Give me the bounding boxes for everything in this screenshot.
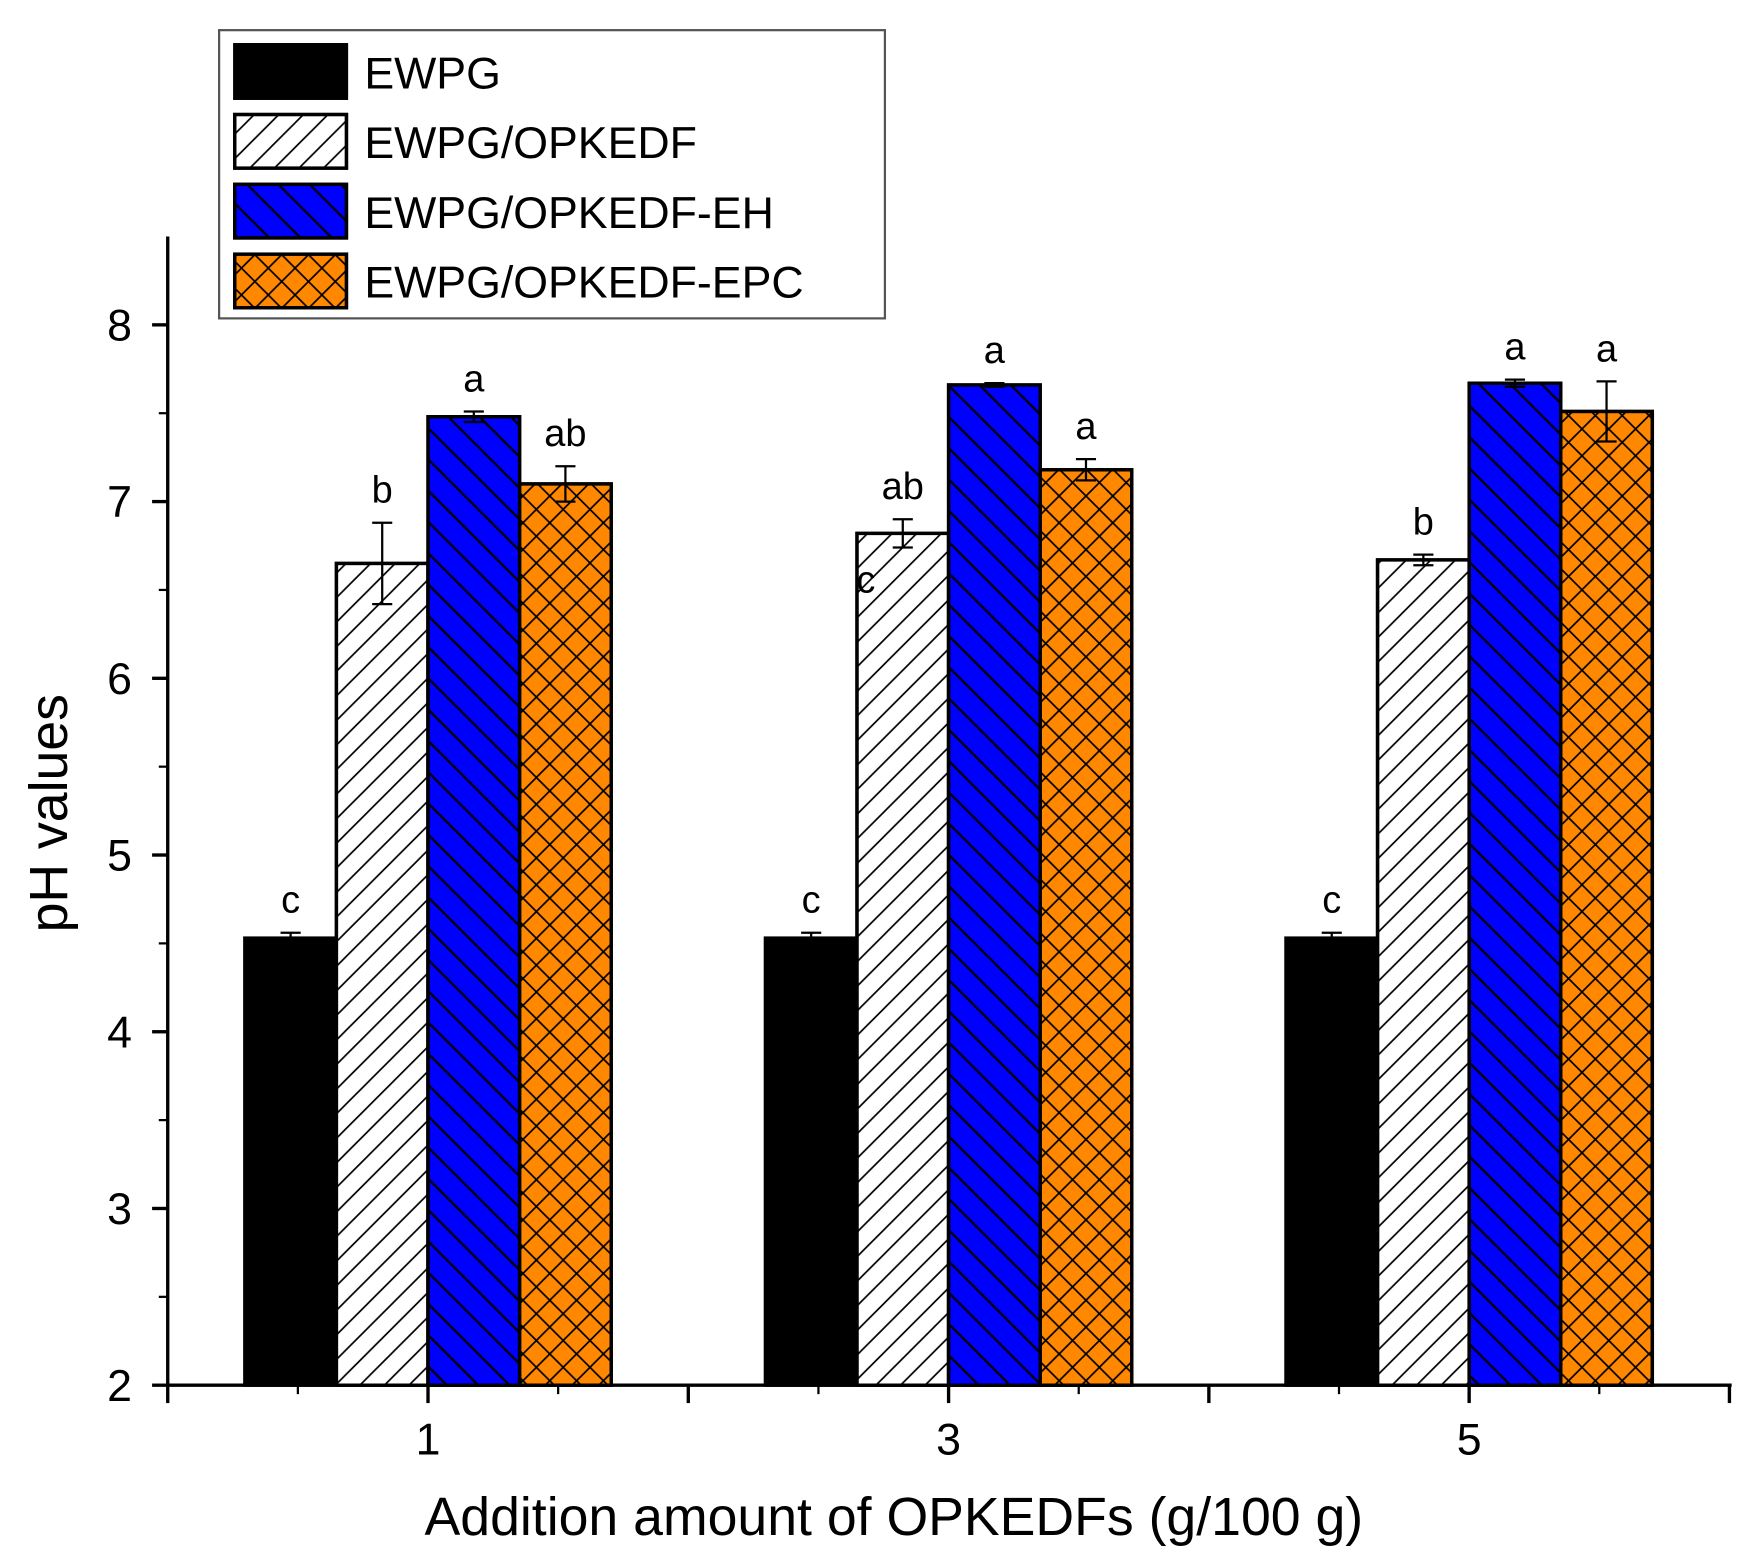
legend-label: EWPG/OPKEDF-EPC xyxy=(364,259,803,308)
x-axis-label: Addition amount of OPKEDFs (g/100 g) xyxy=(425,1487,1364,1547)
y-tick-label: 3 xyxy=(107,1185,132,1234)
significance-letter: a xyxy=(463,358,485,400)
bar-group-item: a xyxy=(1467,327,1563,1387)
significance-letter: c xyxy=(1322,880,1341,922)
y-tick-label: 4 xyxy=(107,1008,132,1057)
error-bar xyxy=(372,521,393,606)
legend-item: EWPG xyxy=(233,43,501,100)
bar-group-item: a xyxy=(1038,406,1134,1387)
y-tick-label: 7 xyxy=(107,478,132,527)
y-axis-label: pH values xyxy=(19,694,79,932)
legend-label: EWPG xyxy=(364,49,501,98)
significance-letter: a xyxy=(1596,328,1618,370)
x-tick-label: 5 xyxy=(1457,1415,1482,1464)
error-bar xyxy=(1321,931,1342,945)
bar-group-item: c xyxy=(243,880,339,1387)
error-bar xyxy=(1504,378,1526,388)
error-bar xyxy=(984,382,1005,388)
bar-pattern xyxy=(1467,381,1563,1387)
bar-group-item: ab xyxy=(855,466,951,1387)
bar xyxy=(763,936,859,1387)
bar-group-item: a xyxy=(1559,328,1655,1387)
x-tick-label: 3 xyxy=(936,1415,961,1464)
significance-letter: ab xyxy=(544,413,586,455)
error-bar xyxy=(1075,458,1097,482)
significance-letter: c xyxy=(802,880,821,922)
error-bar xyxy=(892,518,913,549)
legend-item: EWPG/OPKEDF-EPC xyxy=(233,252,804,310)
legend-item: EWPG/OPKEDF xyxy=(233,112,697,170)
significance-letter: a xyxy=(984,330,1006,372)
bar-group-item: ab xyxy=(517,413,613,1387)
error-bar xyxy=(555,465,576,503)
y-tick-label: 2 xyxy=(107,1362,132,1411)
bar-pattern xyxy=(1559,409,1655,1387)
bar-pattern xyxy=(1375,558,1471,1387)
bar-pattern xyxy=(334,561,430,1387)
legend-swatch-pattern xyxy=(233,112,349,170)
significance-letter: a xyxy=(1504,327,1526,369)
bar-pattern xyxy=(946,383,1042,1387)
legend-label: EWPG/OPKEDF xyxy=(364,119,697,168)
legend-swatch-pattern xyxy=(233,182,349,240)
significance-letter: a xyxy=(1075,406,1097,448)
legend-swatch-pattern xyxy=(233,252,349,310)
bar-group-item: b xyxy=(334,470,430,1387)
significance-letter: b xyxy=(372,470,393,512)
bar-pattern xyxy=(517,482,613,1387)
x-tick-label: 1 xyxy=(416,1415,441,1464)
bar xyxy=(1284,936,1380,1387)
y-tick-label: 6 xyxy=(107,655,132,704)
legend-label: EWPG/OPKEDF-EH xyxy=(364,189,774,238)
significance-letter: b xyxy=(1413,501,1434,543)
bar-group-item: b xyxy=(1375,501,1471,1387)
legend: EWPG EWPG/OPKEDF EWPG/OPKEDF-EH EWPG/OPKEDF… xyxy=(217,29,887,320)
bar-group-item: c xyxy=(763,880,859,1387)
y-tick-label: 8 xyxy=(107,301,132,350)
bar-pattern xyxy=(426,415,522,1387)
annotation-letter: c xyxy=(856,559,875,601)
bar-group-item: a xyxy=(946,330,1042,1387)
legend-item: EWPG/OPKEDF-EH xyxy=(233,182,774,240)
bar-group-item: a xyxy=(426,358,522,1387)
bar-pattern xyxy=(855,531,951,1387)
bar-group-item: c xyxy=(1284,880,1380,1387)
error-bar xyxy=(463,410,484,424)
bar xyxy=(243,936,339,1387)
legend-swatch xyxy=(233,43,349,100)
significance-letter: c xyxy=(281,880,300,922)
error-bar xyxy=(801,931,822,945)
error-bar xyxy=(1596,380,1617,443)
bar-pattern xyxy=(1038,468,1134,1387)
error-bar xyxy=(1413,553,1434,567)
significance-letter: ab xyxy=(882,466,924,508)
error-bar xyxy=(280,931,301,945)
y-tick-label: 5 xyxy=(107,832,132,881)
